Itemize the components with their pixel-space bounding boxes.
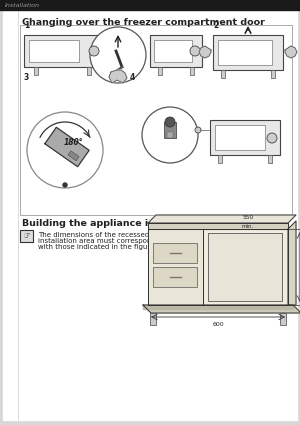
Bar (150, 313, 156, 325)
Text: 1: 1 (24, 21, 29, 30)
Circle shape (267, 133, 277, 143)
Polygon shape (148, 215, 296, 223)
Bar (210, 120, 280, 155)
Bar (213, 35, 283, 70)
Text: 3: 3 (24, 73, 29, 82)
Circle shape (63, 183, 67, 187)
Text: 550: 550 (242, 215, 253, 220)
Bar (20, 25, 292, 215)
Bar (215, 125, 265, 150)
Bar (271, 70, 275, 78)
Text: 2: 2 (213, 21, 218, 30)
Polygon shape (148, 223, 288, 229)
Text: 180°: 180° (63, 138, 83, 147)
Bar (68, 151, 79, 161)
Text: Changing over the freezer compartment door: Changing over the freezer compartment do… (22, 18, 265, 27)
Bar (268, 155, 272, 163)
Circle shape (195, 127, 201, 133)
Text: 4: 4 (130, 73, 135, 82)
Bar (154, 40, 192, 62)
Bar (164, 122, 176, 138)
Text: Installation: Installation (5, 3, 40, 8)
Text: with those indicated in the figure.: with those indicated in the figure. (38, 244, 157, 250)
Polygon shape (143, 305, 293, 309)
Bar (87, 67, 91, 75)
Circle shape (90, 27, 146, 83)
Text: The dimensions of the recessed: The dimensions of the recessed (38, 232, 149, 238)
Circle shape (165, 117, 175, 127)
Bar (158, 67, 162, 75)
Text: installation area must correspond: installation area must correspond (38, 238, 156, 244)
Bar (24, 35, 102, 67)
Bar (218, 155, 222, 163)
Bar (153, 243, 197, 263)
Bar (218, 40, 272, 65)
Bar (29, 40, 79, 62)
Polygon shape (148, 229, 203, 305)
Circle shape (190, 46, 200, 56)
Polygon shape (199, 46, 211, 58)
Polygon shape (285, 46, 297, 58)
Text: Building the appliance in under a worktop: Building the appliance in under a workto… (22, 219, 247, 228)
Bar (190, 67, 194, 75)
Polygon shape (109, 70, 127, 83)
Circle shape (27, 112, 103, 188)
Text: 600: 600 (212, 322, 224, 327)
Bar (153, 267, 197, 287)
Bar (167, 132, 173, 138)
Polygon shape (203, 229, 288, 305)
Circle shape (89, 46, 99, 56)
Polygon shape (45, 128, 89, 167)
Bar (34, 67, 38, 75)
Text: ☞: ☞ (23, 232, 30, 241)
Bar (208, 233, 282, 301)
Polygon shape (143, 305, 300, 313)
Bar (150, 35, 202, 67)
Bar (0, 0, 300, 10)
Bar (221, 70, 225, 78)
FancyBboxPatch shape (20, 230, 33, 242)
Circle shape (142, 107, 198, 163)
Polygon shape (288, 221, 296, 305)
Text: min.: min. (242, 224, 254, 229)
Bar (280, 313, 286, 325)
